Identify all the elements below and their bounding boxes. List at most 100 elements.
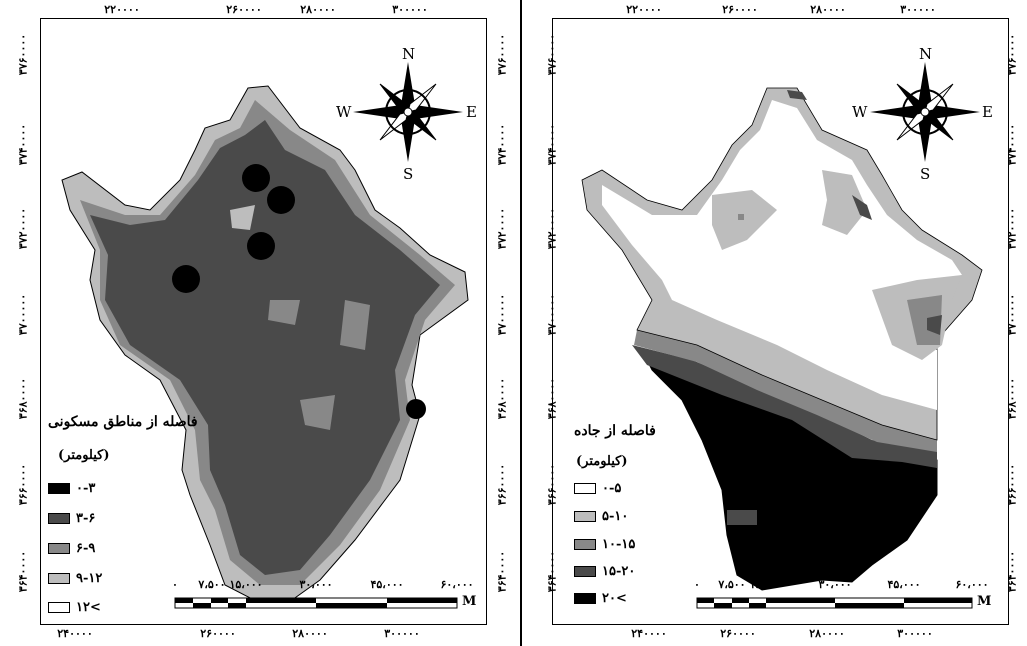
scale-unit: M — [977, 594, 992, 609]
scale-label: ۱۵،۰۰۰ — [229, 578, 263, 591]
x-tick-top: ۲۶۰۰۰۰ — [226, 3, 262, 16]
zone-15-20-island — [787, 90, 807, 100]
legend-item-label: ۰-۵ — [602, 480, 622, 496]
legend-item-label: ۱۰-۱۵ — [602, 536, 636, 552]
legend-item-label: ۰-۳ — [76, 480, 96, 496]
zone-10-15-island — [738, 214, 744, 220]
zone-15-20-island — [727, 510, 757, 525]
compass-north-label: N — [402, 45, 416, 63]
x-tick-bottom: ۳۰۰۰۰۰ — [384, 627, 420, 640]
mid-patch — [268, 300, 300, 325]
x-tick-bottom: ۲۸۰۰۰۰ — [292, 627, 328, 640]
zone-0-5 — [602, 100, 962, 410]
legend-item: ۱۰-۱۵ — [574, 536, 636, 552]
scale-bar — [174, 597, 458, 609]
legend-item: ۱۲< — [48, 599, 101, 615]
zone-15-20 — [632, 345, 937, 468]
legend-swatch — [48, 572, 70, 584]
x-tick-top: ۲۸۰۰۰۰ — [300, 3, 336, 16]
north-arrow-compass — [353, 62, 463, 162]
main-zone-3-6 — [90, 120, 440, 575]
legend-item-label: ۱۵-۲۰ — [602, 563, 636, 579]
zone-5-10-island — [822, 170, 867, 235]
legend-item-label: ۳-۶ — [76, 510, 96, 526]
scale-label: ۰ — [172, 578, 178, 591]
residential-distance-polygons — [61, 85, 469, 606]
residential-distance-map: ۲۲۰۰۰۰ ۲۶۰۰۰۰ ۲۸۰۰۰۰ ۳۰۰۰۰۰ ۲۴۰۰۰۰ ۲۶۰۰۰… — [17, 3, 509, 640]
compass-west-label: W — [336, 103, 352, 121]
x-tick-bottom: ۲۴۰۰۰۰ — [631, 627, 667, 640]
road-distance-polygons — [581, 87, 983, 591]
legend-title: فاصله از مناطق مسکونی — [48, 414, 198, 430]
scale-bar — [696, 597, 973, 609]
legend-swatch — [48, 482, 70, 494]
road-distance-map: ۲۲۰۰۰۰ ۲۶۰۰۰۰ ۲۸۰۰۰۰ ۳۰۰۰۰۰ ۲۴۰۰۰۰ ۲۶۰۰۰… — [522, 0, 1027, 646]
x-tick-top: ۲۶۰۰۰۰ — [722, 3, 758, 16]
x-tick-top: ۳۰۰۰۰۰ — [392, 3, 428, 16]
x-tick-top: ۲۲۰۰۰۰ — [104, 3, 140, 16]
settlement-zone-circle — [242, 164, 270, 192]
mid-patch — [230, 205, 255, 230]
mid-patch — [300, 395, 335, 430]
x-tick-bottom: ۲۴۰۰۰۰ — [57, 627, 93, 640]
zone-15-20-island — [927, 315, 942, 335]
compass-south-label: S — [920, 165, 931, 183]
legend-item-label: ۱۲< — [76, 599, 101, 615]
scale-unit: M — [462, 594, 477, 609]
zone-10-15 — [634, 330, 937, 452]
legend-unit: (کیلومتر) — [58, 448, 110, 463]
panel-divider — [520, 0, 522, 646]
x-tick-bottom: ۲۶۰۰۰۰ — [200, 627, 236, 640]
x-tick-top: ۲۸۰۰۰۰ — [810, 3, 846, 16]
legend-swatch — [574, 482, 596, 494]
settlement-zone-circle — [247, 232, 275, 260]
legend-item: ۳-۶ — [48, 510, 96, 526]
north-arrow-compass — [870, 62, 980, 162]
scale-label: ۴۵،۰۰۰ — [370, 578, 404, 591]
compass-west-label: W — [852, 103, 868, 121]
compass-east-label: E — [466, 103, 477, 121]
legend-item: ۵-۱۰ — [574, 508, 629, 524]
legend-item-label: ۶-۹ — [76, 540, 96, 556]
scale-label: ۷،۵۰۰ — [198, 578, 226, 591]
compass-north-label: N — [919, 45, 933, 63]
legend-item: ۶-۹ — [48, 540, 96, 556]
x-tick-bottom: ۳۰۰۰۰۰ — [897, 627, 933, 640]
legend-item-label: ۵-۱۰ — [602, 508, 629, 524]
legend-swatch — [574, 510, 596, 522]
scale-label: ۰ — [694, 578, 700, 591]
scale-label: ۶۰،۰۰۰ — [955, 578, 989, 591]
legend-item-label: ۹-۱۲ — [76, 570, 103, 586]
legend-swatch — [574, 592, 596, 604]
scale-label: ۱۵،۰۰۰ — [749, 578, 783, 591]
scale-label: ۶۰،۰۰۰ — [440, 578, 474, 591]
legend-item: ۹-۱۲ — [48, 570, 103, 586]
legend-swatch — [574, 538, 596, 550]
legend-swatch — [574, 565, 596, 577]
x-tick-top: ۲۲۰۰۰۰ — [626, 3, 662, 16]
compass-south-label: S — [403, 165, 414, 183]
legend-title: فاصله از جاده — [574, 423, 656, 439]
compass-east-label: E — [982, 103, 993, 121]
legend-item: ۱۵-۲۰ — [574, 563, 636, 579]
legend-swatch — [48, 512, 70, 524]
scale-label: ۴۵،۰۰۰ — [887, 578, 921, 591]
zone-5-10-island — [712, 190, 777, 250]
x-tick-bottom: ۲۸۰۰۰۰ — [809, 627, 845, 640]
zone-10-15-island — [907, 295, 942, 345]
x-tick-top: ۳۰۰۰۰۰ — [900, 3, 936, 16]
zone-15-20-island — [852, 195, 872, 220]
legend-swatch — [48, 542, 70, 554]
mid-patch — [340, 300, 370, 350]
settlement-zone-circle — [267, 186, 295, 214]
scale-label: ۷،۵۰۰ — [718, 578, 746, 591]
legend-item: ۰-۵ — [574, 480, 622, 496]
settlement-zone-circle — [172, 265, 200, 293]
settlement-zone-circle — [406, 399, 426, 419]
legend-swatch — [48, 601, 70, 613]
legend-item: ۰-۳ — [48, 480, 96, 496]
legend-item: ۲۰< — [574, 591, 627, 606]
x-tick-bottom: ۲۶۰۰۰۰ — [720, 627, 756, 640]
scale-label: ۳۰،۰۰۰ — [818, 578, 852, 591]
scale-label: ۳۰،۰۰۰ — [299, 578, 333, 591]
